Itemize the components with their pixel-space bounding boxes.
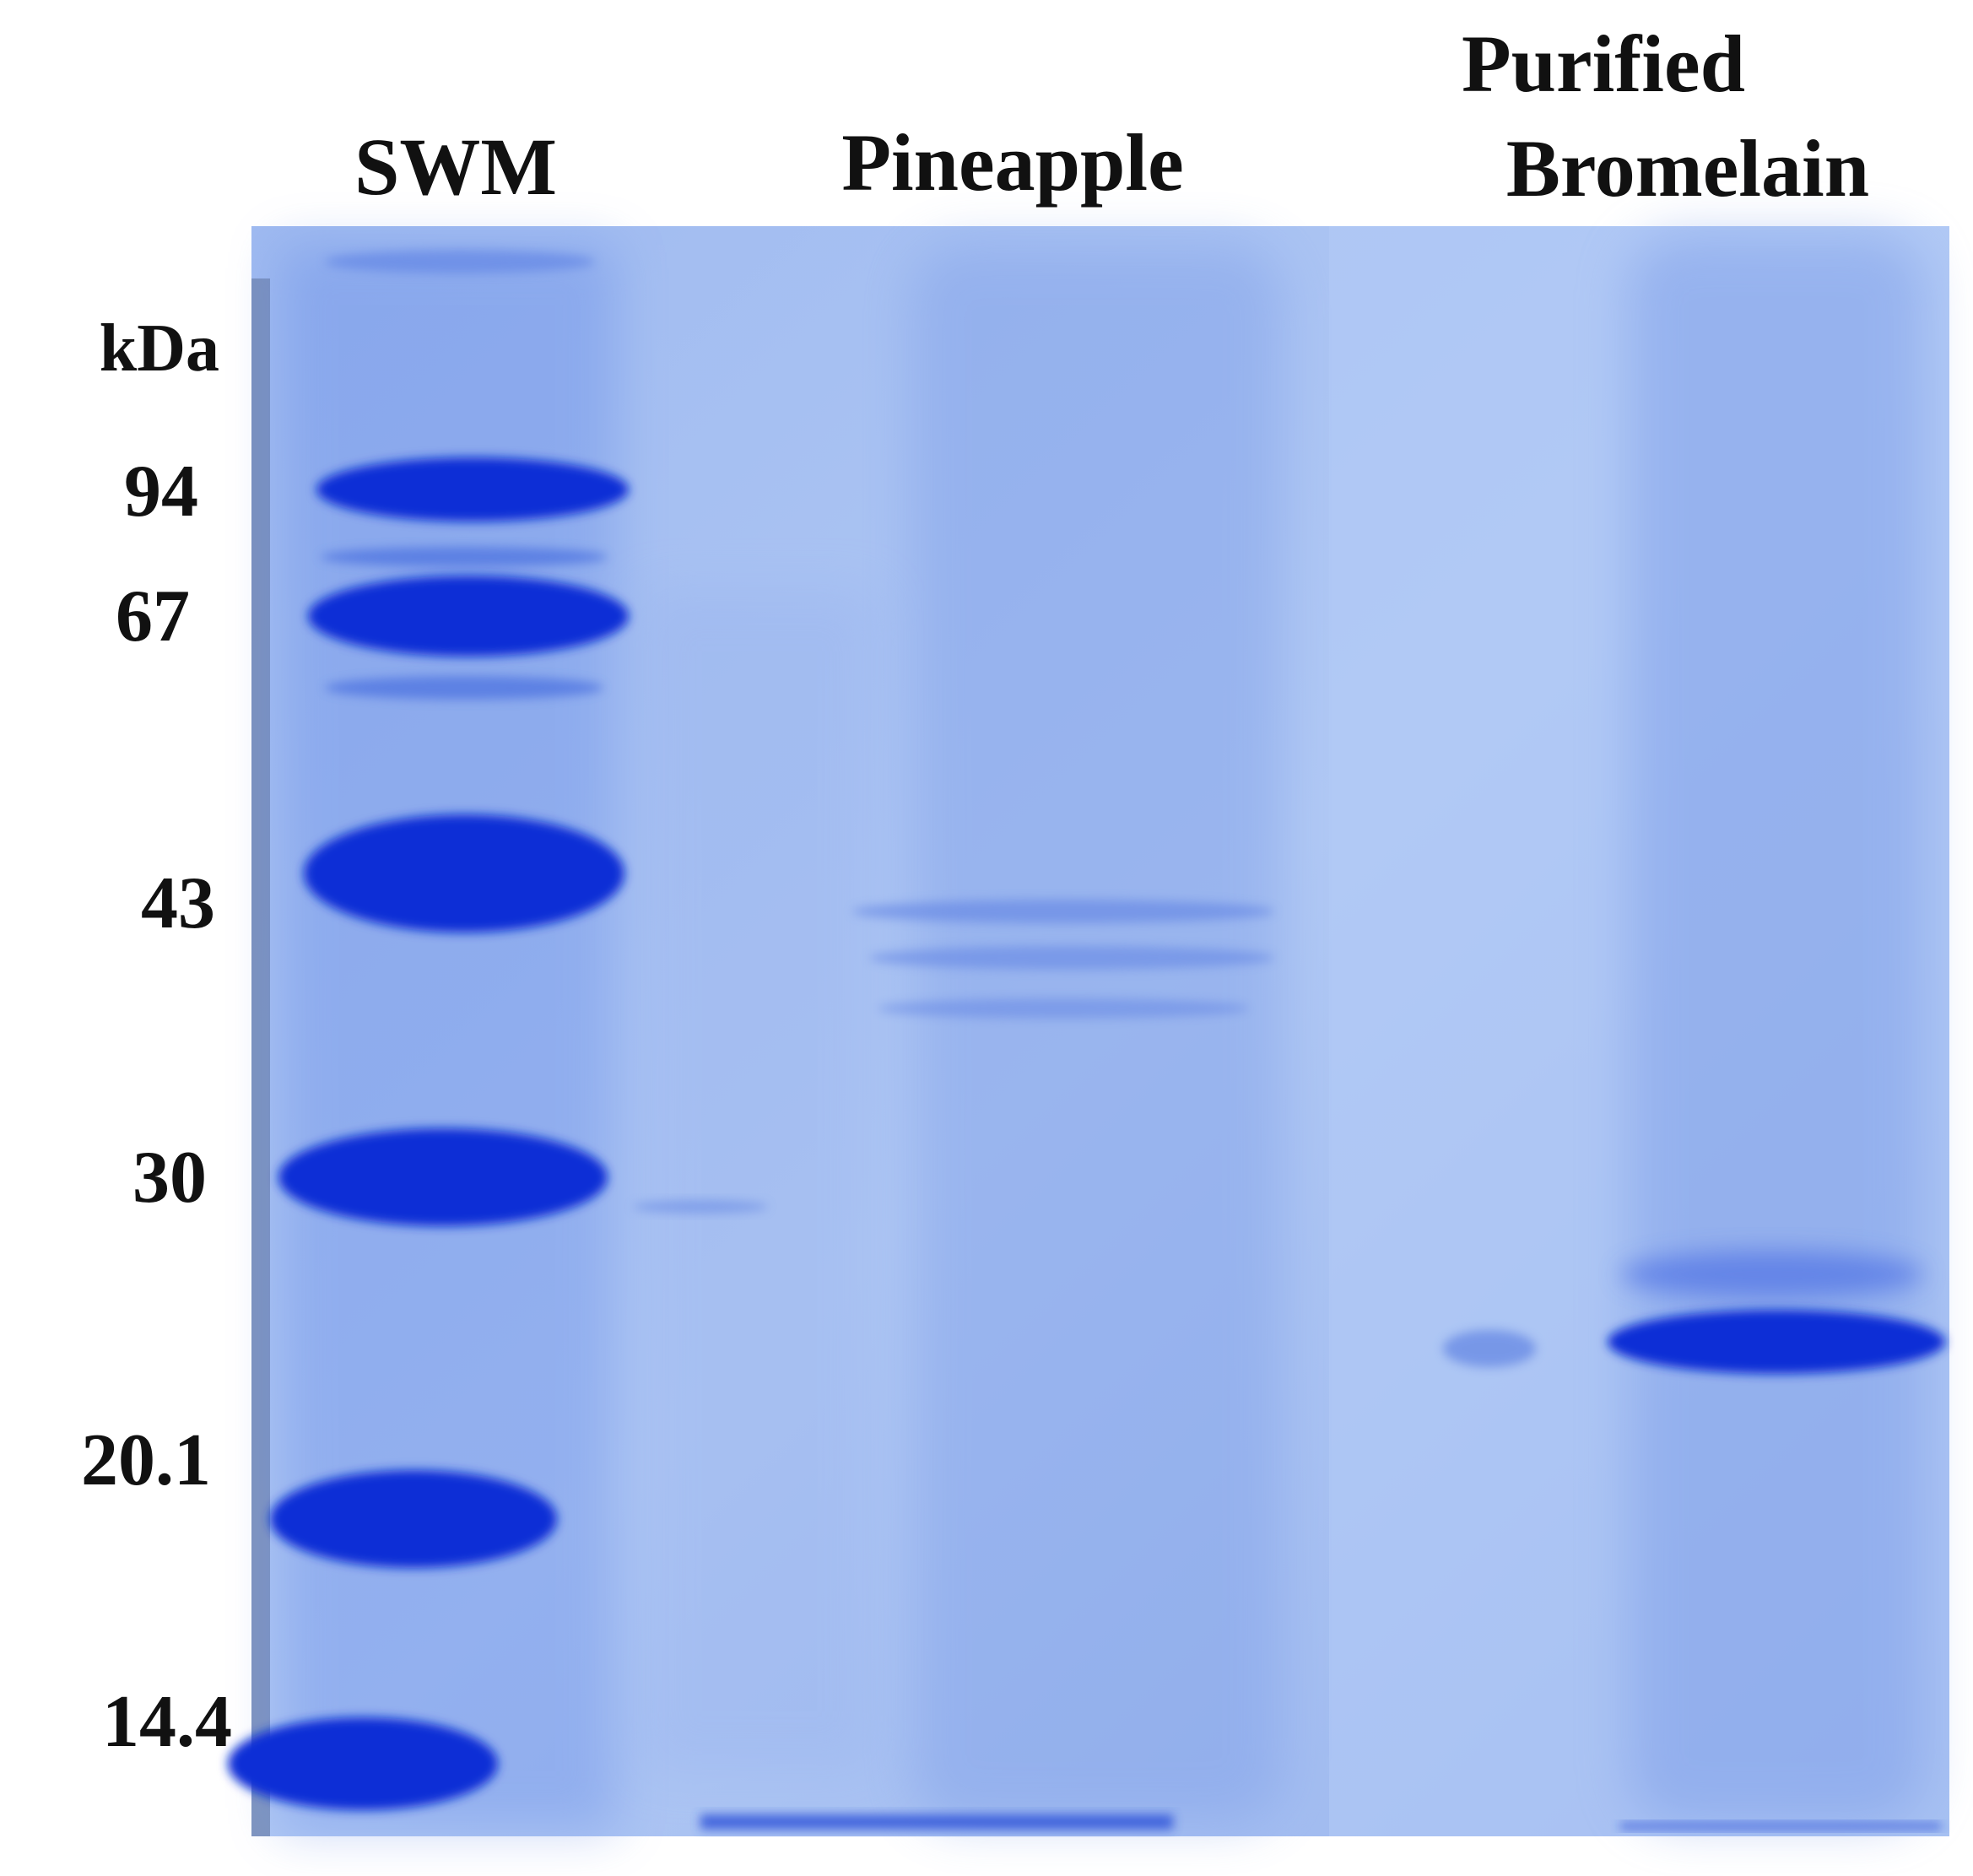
marker-label-67: 67 — [116, 576, 190, 657]
marker-label-43: 43 — [141, 862, 215, 944]
purified-band-upper-smear — [1620, 1251, 1924, 1298]
swm-band-top-faint — [325, 250, 595, 273]
marker-label-14: 14.4 — [102, 1681, 232, 1763]
swm-band-43 — [304, 814, 624, 933]
units-label-kda: kDa — [99, 311, 219, 386]
pineapple-bands — [633, 900, 1274, 1214]
pineapple-band-3 — [878, 998, 1249, 1019]
swm-ladder-bands — [228, 250, 629, 1810]
lane-label-bromelain: Bromelain — [1505, 123, 1870, 214]
purified-lane-smear — [1629, 236, 1924, 1823]
dye-front — [700, 1814, 1173, 1830]
dye-front-right — [1620, 1823, 1941, 1830]
pineapple-faint-30 — [633, 1200, 768, 1214]
lane-label-pineapple: Pineapple — [841, 117, 1184, 208]
swm-band-14 — [228, 1717, 498, 1810]
swm-band-faint-1 — [321, 547, 608, 567]
swm-band-30 — [278, 1128, 608, 1226]
pineapple-lane-left-smear — [641, 591, 878, 1772]
pineapple-band-1 — [852, 900, 1274, 923]
lane-label-swm: SWM — [354, 122, 557, 212]
gel-left-edge — [251, 278, 270, 1836]
swm-band-20 — [270, 1470, 557, 1568]
swm-band-94 — [316, 457, 629, 522]
purified-bands — [1443, 1251, 1945, 1374]
pineapple-band-2 — [869, 946, 1274, 970]
swm-band-67 — [308, 576, 629, 657]
marker-label-94: 94 — [124, 451, 198, 533]
lane-label-purified: Purified — [1462, 19, 1745, 109]
pineapple-lane-smear — [911, 245, 1283, 1823]
purified-faint-spot — [1443, 1330, 1536, 1367]
marker-label-30: 30 — [132, 1137, 207, 1219]
marker-label-20: 20.1 — [81, 1419, 211, 1501]
purified-main-band — [1608, 1310, 1945, 1374]
swm-band-faint-2 — [325, 676, 603, 700]
